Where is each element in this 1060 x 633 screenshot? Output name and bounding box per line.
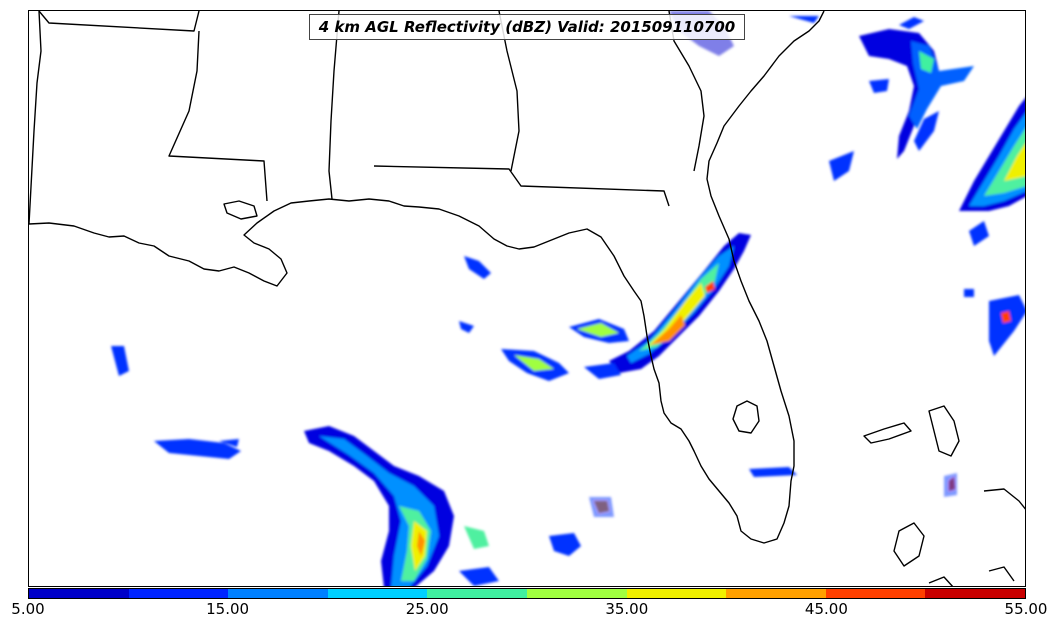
colorbar-tick-label: 5.00 — [11, 600, 45, 618]
colorbar-segment — [228, 589, 328, 598]
colorbar-tick-label: 15.00 — [206, 600, 250, 618]
reflectivity-echoes — [111, 11, 1025, 586]
colorbar-segment — [327, 589, 428, 598]
colorbar-segment — [726, 589, 826, 598]
colorbar — [28, 588, 1026, 599]
colorbar-segment — [29, 589, 129, 598]
map-panel — [28, 10, 1026, 587]
colorbar-tick-label: 45.00 — [804, 600, 848, 618]
colorbar-segment — [626, 589, 727, 598]
colorbar-segment — [526, 589, 627, 598]
colorbar-segment — [427, 589, 527, 598]
map-title: 4 km AGL Reflectivity (dBZ) Valid: 20150… — [309, 14, 745, 40]
colorbar-segment — [825, 589, 926, 598]
colorbar-segment — [128, 589, 229, 598]
colorbar-segment — [925, 589, 1025, 598]
colorbar-tick-label: 55.00 — [1004, 600, 1048, 618]
map-canvas — [29, 11, 1025, 586]
geography-outlines — [29, 11, 1025, 586]
colorbar-tick-label: 35.00 — [605, 600, 649, 618]
colorbar-tick-label: 25.00 — [405, 600, 449, 618]
